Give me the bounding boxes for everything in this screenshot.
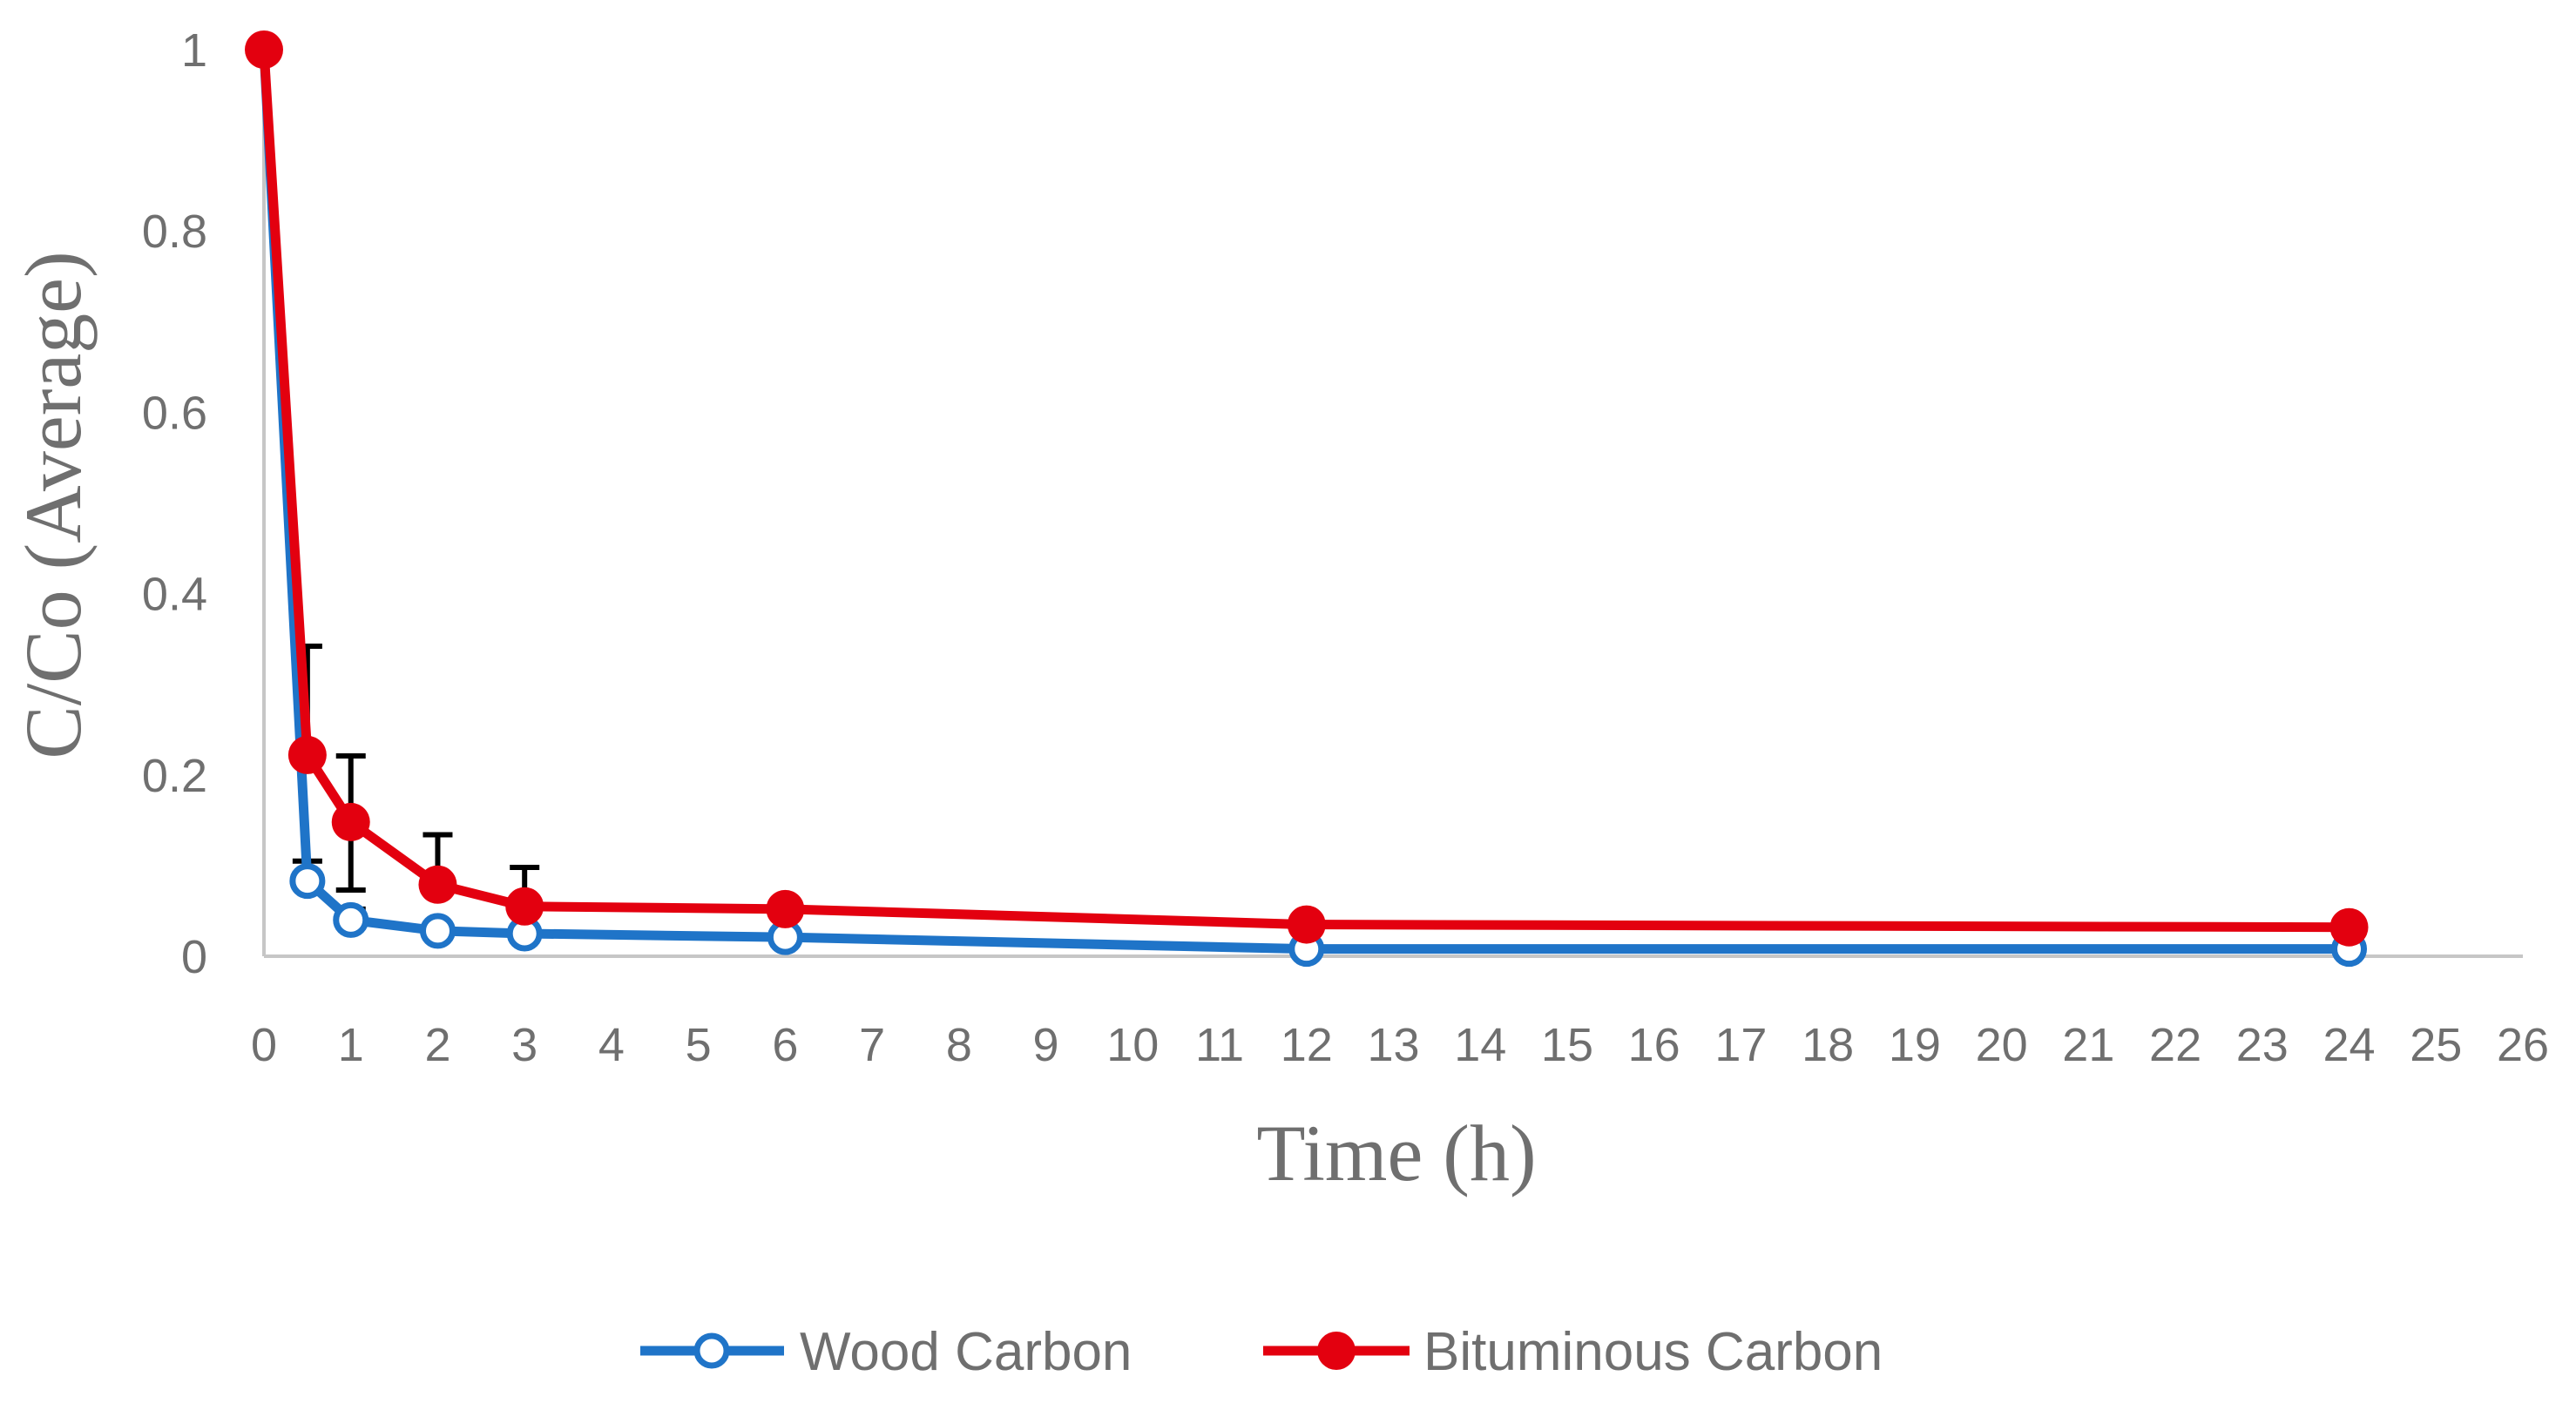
legend-marker-bituminous-carbon (1317, 1332, 1356, 1370)
data-point-bituminous-carbon-2 (331, 802, 370, 841)
x-tick-label-3: 3 (511, 1019, 538, 1071)
x-tick-label-17: 17 (1714, 1019, 1767, 1071)
y-tick-label-3: 0.6 (142, 387, 207, 439)
x-tick-label-21: 21 (2062, 1019, 2114, 1071)
series-line-bituminous-carbon (259, 49, 2350, 933)
x-tick-label-26: 26 (2497, 1019, 2549, 1071)
legend-label-bituminous-carbon: Bituminous Carbon (1423, 1322, 1883, 1382)
x-tick-label-8: 8 (946, 1019, 972, 1071)
x-tick-label-13: 13 (1367, 1019, 1419, 1071)
series-line-wood-carbon (259, 49, 2350, 954)
y-tick-label-2: 0.4 (142, 569, 207, 621)
series-layer (245, 30, 2369, 968)
legend-marker-wood-carbon (693, 1332, 730, 1369)
data-point-bituminous-carbon-4 (505, 887, 544, 926)
data-point-wood-carbon-2 (333, 901, 369, 938)
data-point-bituminous-carbon-6 (1287, 905, 1326, 944)
y-tick-label-0: 0 (181, 931, 207, 983)
x-tick-label-0: 0 (251, 1019, 277, 1071)
x-tick-label-1: 1 (338, 1019, 364, 1071)
x-tick-label-5: 5 (686, 1019, 712, 1071)
y-tick-label-5: 1 (181, 24, 207, 77)
x-tick-label-20: 20 (1976, 1019, 2028, 1071)
x-tick-label-2: 2 (424, 1019, 450, 1071)
data-point-bituminous-carbon-5 (766, 889, 805, 928)
data-point-bituminous-carbon-3 (418, 865, 457, 904)
y-axis-title: C/Co (Average) (9, 251, 98, 759)
x-tick-label-7: 7 (859, 1019, 885, 1071)
data-point-bituminous-carbon-0 (245, 30, 283, 69)
legend: Wood Carbon Bituminous Carbon (640, 1322, 1883, 1382)
data-point-wood-carbon-1 (289, 863, 326, 900)
legend-label-wood-carbon: Wood Carbon (800, 1322, 1132, 1382)
y-tick-label-1: 0.2 (142, 750, 207, 802)
x-tick-label-18: 18 (1802, 1019, 1854, 1071)
x-tick-label-12: 12 (1281, 1019, 1333, 1071)
x-tick-label-24: 24 (2322, 1019, 2375, 1071)
data-point-bituminous-carbon-7 (2329, 907, 2369, 947)
x-tick-label-10: 10 (1106, 1019, 1159, 1071)
axes (262, 41, 2523, 958)
data-point-wood-carbon-3 (419, 913, 456, 949)
legend-item-bituminous-carbon: Bituminous Carbon (1263, 1322, 1883, 1382)
y-tick-label-4: 0.8 (142, 206, 207, 258)
tick-labels: 0 1 2 3 4 5 6 7 8 9 10 11 12 13 14 15 16 17 18 19 20 21 22 23 24… (142, 24, 2549, 1071)
x-tick-label-22: 22 (2149, 1019, 2201, 1071)
x-tick-label-11: 11 (1195, 1019, 1244, 1071)
x-tick-label-19: 19 (1889, 1019, 1941, 1071)
x-tick-label-15: 15 (1541, 1019, 1593, 1071)
x-tick-label-25: 25 (2410, 1019, 2462, 1071)
x-tick-label-23: 23 (2236, 1019, 2289, 1071)
x-tick-label-16: 16 (1628, 1019, 1680, 1071)
x-tick-label-6: 6 (772, 1019, 798, 1071)
x-axis-title: Time (h) (1256, 1109, 1536, 1197)
x-tick-label-14: 14 (1454, 1019, 1506, 1071)
legend-item-wood-carbon: Wood Carbon (640, 1322, 1132, 1382)
data-point-bituminous-carbon-1 (287, 735, 327, 774)
x-tick-label-4: 4 (598, 1019, 625, 1071)
x-tick-label-9: 9 (1033, 1019, 1059, 1071)
